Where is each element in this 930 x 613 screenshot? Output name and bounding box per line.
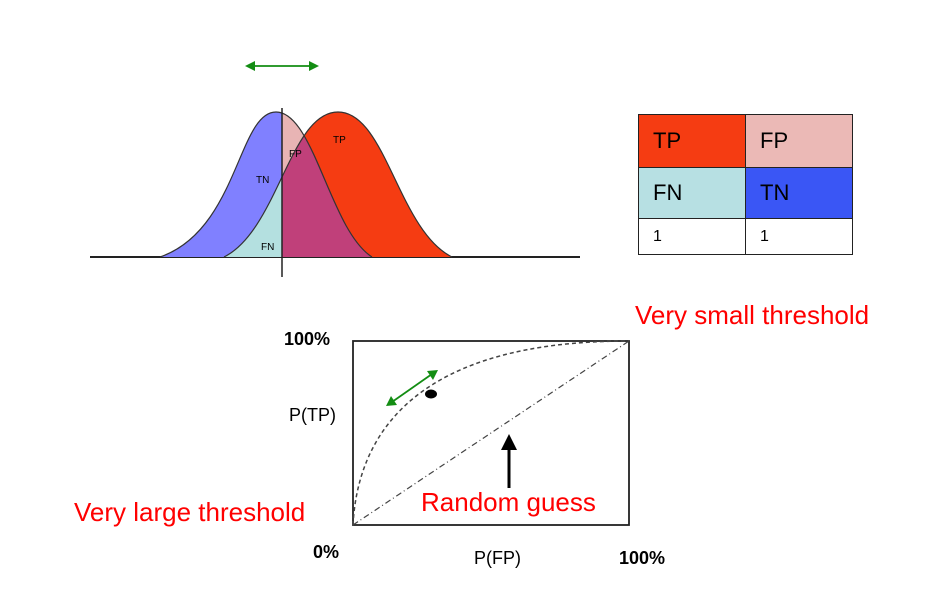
tp-region-label: TP (333, 135, 346, 146)
roc-x-axis-label: P(FP) (474, 548, 521, 568)
roc-origin-label: 0% (313, 542, 340, 562)
roc-y-axis-label: P(TP) (289, 405, 336, 425)
roc-y-max-label: 100% (284, 329, 331, 349)
roc-curve (352, 340, 630, 526)
roc-x-max-label: 100% (619, 548, 666, 568)
threshold-shift-arrow (245, 61, 319, 71)
negative-distribution-left (160, 112, 282, 257)
cm-cell-fp: FP (745, 114, 853, 168)
random-guess-annotation: Random guess (421, 487, 596, 517)
cm-cell-count-left: 1 (638, 218, 746, 255)
fn-region (224, 176, 282, 257)
random-guess-diagonal (352, 340, 630, 526)
large-threshold-annotation: Very large threshold (74, 497, 306, 527)
cm-cell-fn: FN (638, 167, 746, 219)
tn-region-label: TN (256, 175, 270, 186)
small-threshold-annotation: Very small threshold (635, 300, 870, 330)
fn-region-label: FN (261, 242, 275, 253)
negative-curve-outline (159, 111, 373, 258)
random-guess-pointer-arrow (501, 434, 517, 488)
operating-point (425, 389, 437, 399)
roc-plot-frame (352, 340, 630, 526)
positive-curve-outline (223, 111, 453, 258)
cm-cell-tp: TP (638, 114, 746, 168)
cm-cell-tn: TN (745, 167, 853, 219)
cm-cell-count-right: 1 (745, 218, 853, 255)
operating-point-shift-arrow (386, 370, 438, 406)
confusion-matrix: TP FP FN TN 1 1 (638, 114, 853, 255)
fp-region-label: FP (289, 149, 302, 160)
